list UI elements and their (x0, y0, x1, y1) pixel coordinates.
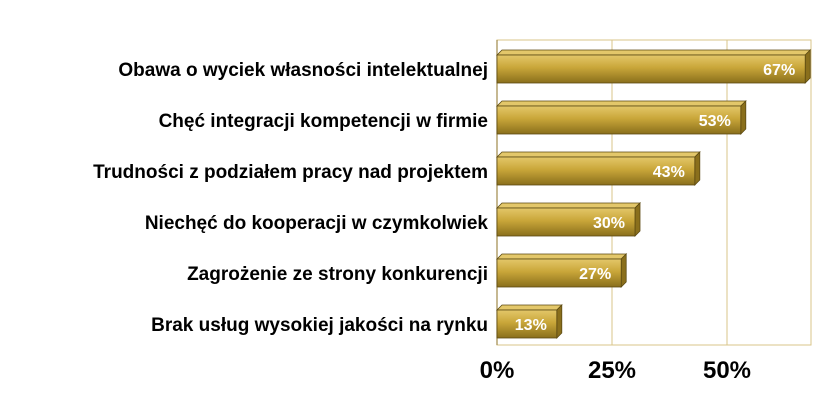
bar-side-face (804, 49, 811, 84)
bar-side-face (620, 253, 627, 288)
category-label: Chęć integracji kompetencji w firmie (159, 111, 488, 132)
bar (496, 309, 558, 339)
bar (496, 105, 742, 135)
bar-top-face (496, 100, 747, 107)
data-label: 30% (593, 215, 625, 232)
data-label: 27% (579, 266, 611, 283)
bar-top-face (496, 49, 812, 56)
bar-top-face (496, 253, 628, 260)
data-label: 53% (699, 113, 731, 130)
category-label: Niechęć do kooperacji w czymkolwiek (145, 213, 489, 234)
category-label: Zagrożenie ze strony konkurencji (187, 264, 488, 285)
plot-frame (496, 39, 812, 346)
category-label: Obawa o wyciek własności intelektualnej (118, 60, 488, 81)
x-tick-label: 0% (480, 357, 515, 384)
bar-side-face (740, 100, 747, 135)
bar-side-face (556, 304, 563, 339)
category-label: Trudności z podziałem pracy nad projekte… (93, 162, 488, 183)
bar-side-face (634, 202, 641, 237)
bar-top-face (496, 202, 641, 209)
x-tick-label: 25% (588, 357, 636, 384)
bar-top-face (496, 151, 701, 158)
bars: 67% 53% 43% 30% 27% 13% (496, 49, 812, 339)
category-labels: Obawa o wyciek własności intelektualnej C… (93, 60, 488, 336)
data-label: 43% (653, 164, 685, 181)
x-tick-label: 50% (703, 357, 751, 384)
category-label: Brak usług wysokiej jakości na rynku (151, 315, 488, 336)
data-label: 67% (763, 62, 795, 79)
bar (496, 258, 622, 288)
gridlines (496, 39, 812, 346)
bar (496, 156, 696, 186)
bar (496, 54, 806, 84)
data-label: 13% (515, 317, 547, 334)
bar (496, 207, 636, 237)
bar-top-face (496, 304, 563, 311)
x-axis-ticks: 0% 25% 50% (480, 357, 751, 384)
bar-side-face (694, 151, 701, 186)
